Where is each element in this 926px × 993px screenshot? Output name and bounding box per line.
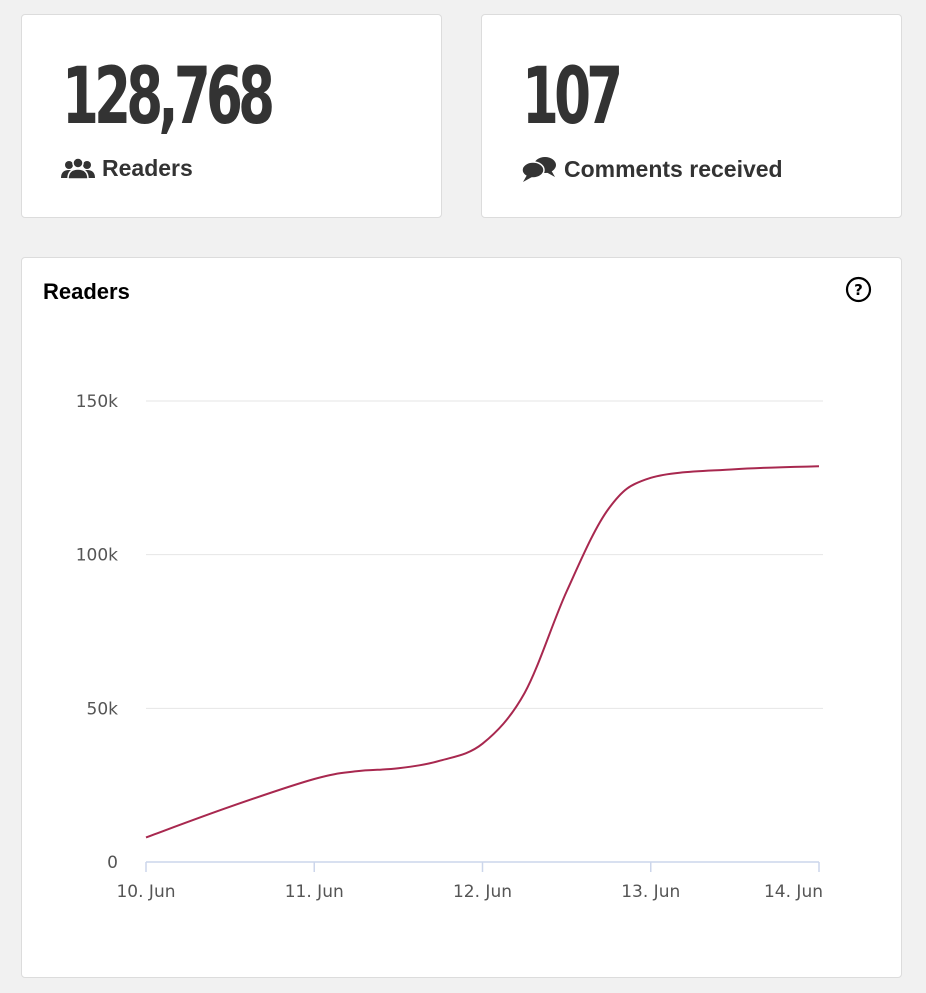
readers-stat-card: 128,768 Readers [21,14,442,218]
help-icon[interactable]: ? [845,276,872,303]
x-tick-label: 12. Jun [453,882,512,902]
y-tick-label: 100k [76,546,118,566]
readers-label: Readers [102,155,193,181]
comments-stat-label-row: Comments received [520,155,783,183]
x-tick-label: 14. Jun [764,882,823,902]
readers-count: 128,768 [62,52,275,142]
readers-line-chart: 0 50k 100k 150k 10. Jun 11. Jun 12. Jun 13. Jun… [76,392,823,902]
y-tick-label: 150k [76,392,118,412]
comments-label: Comments received [564,155,783,182]
comments-stat-card: 107 Comments received [481,14,902,218]
x-tick-label: 11. Jun [285,882,344,902]
readers-stat-label-row: Readers [60,155,193,182]
chart-title: Readers [43,279,130,304]
y-tick-label: 0 [107,853,118,873]
x-tick-label: 13. Jun [621,882,680,902]
readers-series-line [145,465,820,839]
readers-chart-card: 0 50k 100k 150k 10. Jun 11. Jun 12. Jun 13. Jun… [21,257,902,978]
readers-icon [61,156,95,180]
comments-icon [521,157,556,182]
svg-text:?: ? [854,281,863,299]
comments-count: 107 [522,52,623,142]
x-tick-label: 10. Jun [116,882,175,902]
y-tick-label: 50k [87,699,119,719]
